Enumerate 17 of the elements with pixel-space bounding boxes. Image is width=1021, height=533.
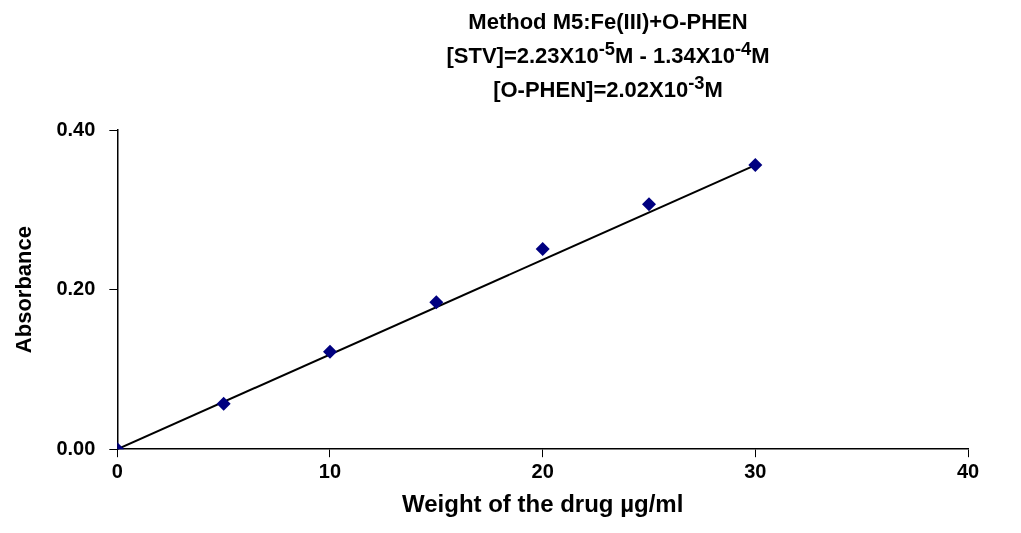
point (429, 295, 444, 310)
point (322, 344, 337, 359)
x-tick-label: 40 (956, 459, 980, 482)
x-tick-label: 0 (111, 459, 123, 482)
point (642, 196, 656, 211)
point (535, 241, 550, 256)
y-tick-label: 0.20 (56, 276, 96, 299)
x-tick-label: 10 (318, 459, 342, 482)
y-tick-label: 0.40 (56, 117, 96, 140)
point (748, 157, 763, 172)
x-tick-label: 20 (531, 459, 554, 482)
y-tick-label: 0.00 (56, 436, 96, 459)
x-axis-title: Weight of the drug µg/ml (401, 489, 684, 517)
x-tick-label: 30 (744, 459, 767, 482)
chart-title: Method M5:Fe(III)+O-PHEN [STV]=2.23X10$^{-5}$M - 1.34X10$^{-4}$M [O-PHEN]=2.02X10$^{-3}$M (446, 9, 770, 103)
point (216, 396, 231, 411)
y-axis-title: Absorbance (11, 225, 37, 353)
